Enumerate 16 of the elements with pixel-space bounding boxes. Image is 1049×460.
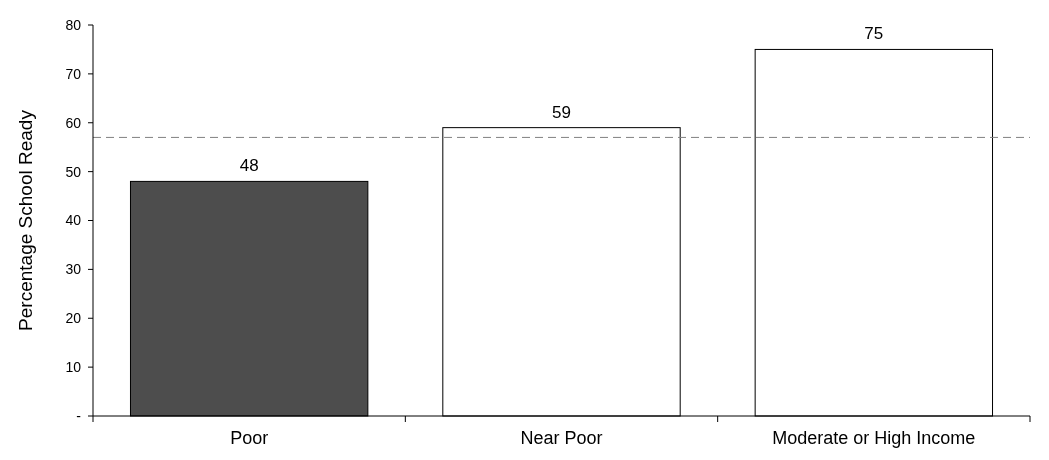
y-tick-label: 80 <box>65 16 82 33</box>
y-tick-label: 50 <box>65 163 82 180</box>
y-tick-label: 30 <box>65 261 82 278</box>
y-tick-label: 40 <box>65 212 82 229</box>
data-label: 59 <box>552 102 571 122</box>
y-tick-label: - <box>76 407 82 424</box>
y-axis-title: Percentage School Ready <box>15 109 36 331</box>
data-label: 75 <box>864 24 884 44</box>
y-tick-label: 10 <box>65 359 82 376</box>
y-tick-label: 60 <box>65 114 82 131</box>
x-tick-label: Moderate or High Income <box>772 428 976 448</box>
y-tick-label: 20 <box>65 310 82 327</box>
y-tick-label: 70 <box>65 65 82 82</box>
x-tick-label: Poor <box>230 428 269 448</box>
data-label: 48 <box>239 156 259 176</box>
x-tick-label: Near Poor <box>520 428 603 448</box>
